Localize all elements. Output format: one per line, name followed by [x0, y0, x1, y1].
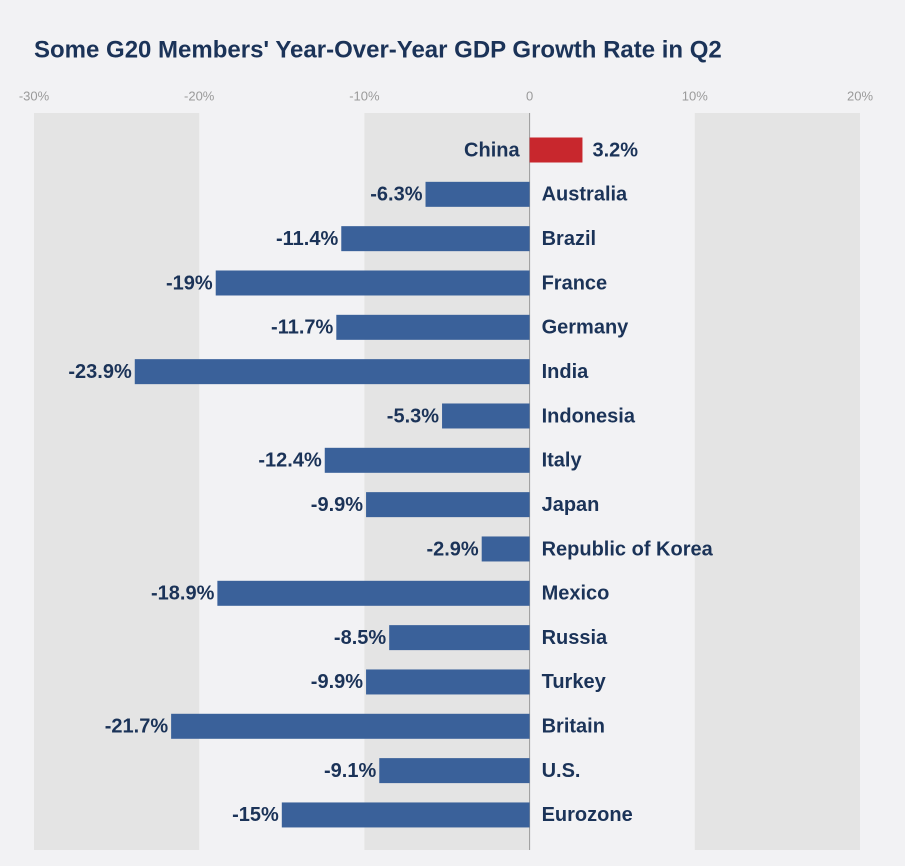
category-label: Mexico [542, 583, 610, 605]
category-label: India [542, 361, 590, 383]
value-label: -6.3% [370, 184, 422, 206]
x-tick-label: -10% [349, 88, 380, 103]
category-label: Republic of Korea [542, 538, 714, 560]
category-label: Australia [542, 184, 628, 206]
category-label: Turkey [542, 671, 607, 693]
category-label: China [464, 139, 520, 161]
x-tick-label: 0 [526, 88, 533, 103]
value-label: -12.4% [258, 450, 322, 472]
bar [336, 314, 530, 340]
category-label: Germany [542, 317, 630, 339]
value-label: -11.7% [271, 317, 333, 339]
bar [481, 536, 530, 562]
bar [171, 713, 530, 739]
grid-band [364, 113, 530, 850]
bar [215, 270, 530, 296]
value-label: -9.9% [311, 671, 363, 693]
bar [366, 669, 530, 695]
bar [389, 625, 530, 651]
chart-title: Some G20 Members' Year-Over-Year GDP Gro… [34, 36, 722, 63]
value-label: -9.9% [311, 494, 363, 516]
bar [281, 802, 530, 828]
bar [324, 447, 530, 473]
value-label: -9.1% [324, 760, 376, 782]
bar [529, 137, 583, 163]
bar [366, 492, 530, 518]
category-label: Brazil [542, 228, 596, 250]
value-label: 3.2% [592, 139, 638, 161]
value-label: -2.9% [426, 538, 478, 560]
category-label: Indonesia [542, 405, 636, 427]
value-label: -5.3% [387, 405, 439, 427]
category-label: Russia [542, 627, 608, 649]
x-tick-label: -30% [19, 88, 50, 103]
bar [379, 758, 530, 784]
category-label: Eurozone [542, 804, 633, 826]
category-label: Japan [542, 494, 600, 516]
value-label: -11.4% [276, 228, 338, 250]
category-label: Britain [542, 716, 605, 738]
value-label: -8.5% [334, 627, 386, 649]
bar [425, 181, 530, 207]
value-label: -15% [232, 804, 279, 826]
grid-band [694, 113, 860, 850]
category-label: Italy [542, 450, 583, 472]
value-label: -23.9% [68, 361, 132, 383]
x-tick-label: 10% [682, 88, 708, 103]
bar [217, 580, 530, 606]
category-label: U.S. [542, 760, 581, 782]
bar [134, 359, 530, 385]
bar [442, 403, 530, 429]
category-label: France [542, 272, 608, 294]
x-tick-label: -20% [184, 88, 215, 103]
grid-band [34, 113, 200, 850]
x-tick-label: 20% [847, 88, 873, 103]
value-label: -21.7% [105, 716, 169, 738]
value-label: -19% [166, 272, 213, 294]
value-label: -18.9% [151, 583, 215, 605]
bar [341, 226, 530, 252]
